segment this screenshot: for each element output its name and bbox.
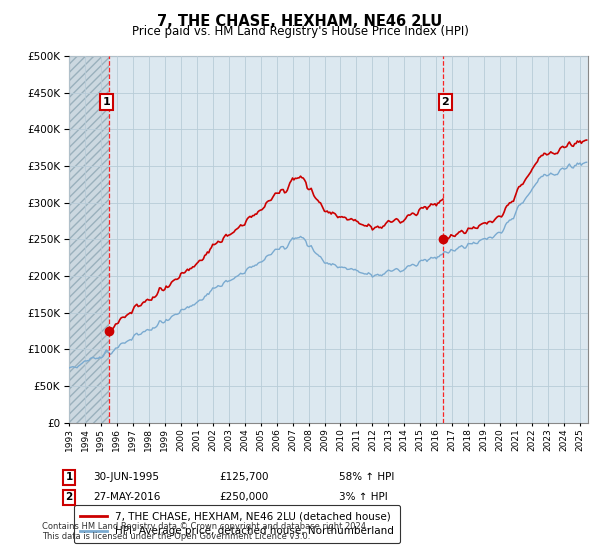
Text: Contains HM Land Registry data © Crown copyright and database right 2024.
This d: Contains HM Land Registry data © Crown c… xyxy=(42,522,368,542)
Text: 1: 1 xyxy=(65,472,73,482)
Text: £250,000: £250,000 xyxy=(219,492,268,502)
Text: Price paid vs. HM Land Registry's House Price Index (HPI): Price paid vs. HM Land Registry's House … xyxy=(131,25,469,38)
Text: £125,700: £125,700 xyxy=(219,472,269,482)
Text: 7, THE CHASE, HEXHAM, NE46 2LU: 7, THE CHASE, HEXHAM, NE46 2LU xyxy=(157,14,443,29)
Text: 30-JUN-1995: 30-JUN-1995 xyxy=(93,472,159,482)
Text: 27-MAY-2016: 27-MAY-2016 xyxy=(93,492,160,502)
Text: 2: 2 xyxy=(442,97,449,107)
Text: 3% ↑ HPI: 3% ↑ HPI xyxy=(339,492,388,502)
Text: 58% ↑ HPI: 58% ↑ HPI xyxy=(339,472,394,482)
Legend: 7, THE CHASE, HEXHAM, NE46 2LU (detached house), HPI: Average price, detached ho: 7, THE CHASE, HEXHAM, NE46 2LU (detached… xyxy=(74,505,400,543)
Bar xyxy=(69,56,109,423)
Text: 2: 2 xyxy=(65,492,73,502)
Text: 1: 1 xyxy=(103,97,110,107)
